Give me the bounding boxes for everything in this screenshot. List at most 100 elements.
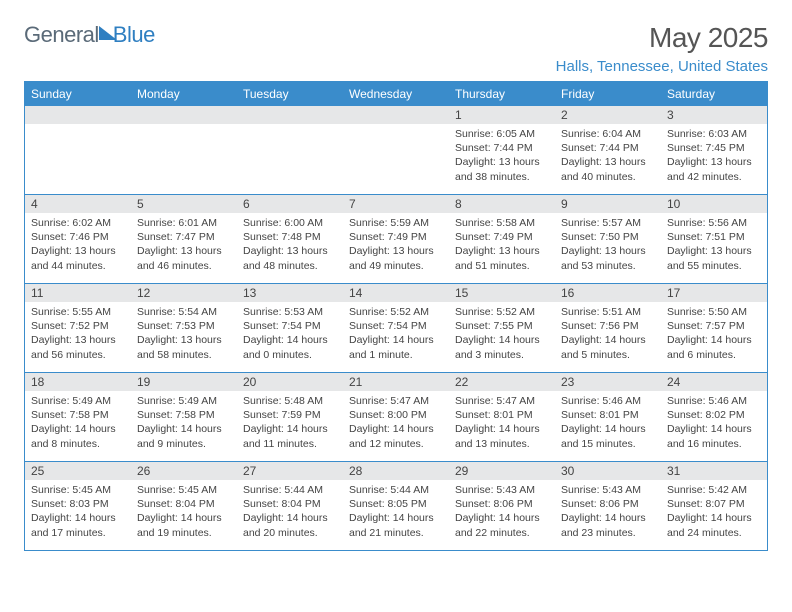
month-title: May 2025: [556, 22, 768, 54]
calendar-cell: 22Sunrise: 5:47 AMSunset: 8:01 PMDayligh…: [449, 373, 555, 461]
calendar-cell: [131, 106, 237, 194]
daylight-text: Daylight: 14 hours and 20 minutes.: [243, 511, 337, 539]
day-details: Sunrise: 5:43 AMSunset: 8:06 PMDaylight:…: [449, 480, 555, 545]
sunset-text: Sunset: 8:06 PM: [455, 497, 549, 511]
calendar-cell: 26Sunrise: 5:45 AMSunset: 8:04 PMDayligh…: [131, 462, 237, 550]
daylight-text: Daylight: 14 hours and 0 minutes.: [243, 333, 337, 361]
daylight-text: Daylight: 14 hours and 24 minutes.: [667, 511, 761, 539]
daylight-text: Daylight: 14 hours and 22 minutes.: [455, 511, 549, 539]
day-number: 16: [555, 284, 661, 302]
sunrise-text: Sunrise: 6:05 AM: [455, 127, 549, 141]
day-number: 12: [131, 284, 237, 302]
sunrise-text: Sunrise: 6:01 AM: [137, 216, 231, 230]
calendar-cell: [237, 106, 343, 194]
sunset-text: Sunset: 7:49 PM: [455, 230, 549, 244]
sunrise-text: Sunrise: 5:50 AM: [667, 305, 761, 319]
calendar-week: 18Sunrise: 5:49 AMSunset: 7:58 PMDayligh…: [25, 373, 767, 462]
calendar-cell: 11Sunrise: 5:55 AMSunset: 7:52 PMDayligh…: [25, 284, 131, 372]
sunrise-text: Sunrise: 5:58 AM: [455, 216, 549, 230]
calendar-cell: 14Sunrise: 5:52 AMSunset: 7:54 PMDayligh…: [343, 284, 449, 372]
day-details: Sunrise: 5:50 AMSunset: 7:57 PMDaylight:…: [661, 302, 767, 367]
sunset-text: Sunset: 7:59 PM: [243, 408, 337, 422]
daylight-text: Daylight: 13 hours and 56 minutes.: [31, 333, 125, 361]
daylight-text: Daylight: 13 hours and 44 minutes.: [31, 244, 125, 272]
daylight-text: Daylight: 14 hours and 11 minutes.: [243, 422, 337, 450]
sunset-text: Sunset: 7:44 PM: [561, 141, 655, 155]
day-number: 17: [661, 284, 767, 302]
day-number: 24: [661, 373, 767, 391]
day-number: 18: [25, 373, 131, 391]
calendar-cell: 6Sunrise: 6:00 AMSunset: 7:48 PMDaylight…: [237, 195, 343, 283]
day-number: 29: [449, 462, 555, 480]
day-number: 25: [25, 462, 131, 480]
day-details: Sunrise: 5:45 AMSunset: 8:03 PMDaylight:…: [25, 480, 131, 545]
calendar-cell: 25Sunrise: 5:45 AMSunset: 8:03 PMDayligh…: [25, 462, 131, 550]
calendar-cell: 24Sunrise: 5:46 AMSunset: 8:02 PMDayligh…: [661, 373, 767, 461]
sunrise-text: Sunrise: 5:54 AM: [137, 305, 231, 319]
day-details: Sunrise: 5:46 AMSunset: 8:01 PMDaylight:…: [555, 391, 661, 456]
calendar-cell: 27Sunrise: 5:44 AMSunset: 8:04 PMDayligh…: [237, 462, 343, 550]
sunset-text: Sunset: 7:58 PM: [31, 408, 125, 422]
day-number: 11: [25, 284, 131, 302]
sunset-text: Sunset: 7:46 PM: [31, 230, 125, 244]
sunset-text: Sunset: 8:02 PM: [667, 408, 761, 422]
daylight-text: Daylight: 14 hours and 5 minutes.: [561, 333, 655, 361]
day-number: 30: [555, 462, 661, 480]
sunset-text: Sunset: 7:48 PM: [243, 230, 337, 244]
sunset-text: Sunset: 7:44 PM: [455, 141, 549, 155]
calendar-cell: 31Sunrise: 5:42 AMSunset: 8:07 PMDayligh…: [661, 462, 767, 550]
day-number: 28: [343, 462, 449, 480]
day-number: [25, 106, 131, 124]
day-details: Sunrise: 5:59 AMSunset: 7:49 PMDaylight:…: [343, 213, 449, 278]
sunset-text: Sunset: 8:07 PM: [667, 497, 761, 511]
sunrise-text: Sunrise: 5:52 AM: [349, 305, 443, 319]
sunrise-text: Sunrise: 5:53 AM: [243, 305, 337, 319]
sunset-text: Sunset: 8:04 PM: [243, 497, 337, 511]
calendar-grid: Sunday Monday Tuesday Wednesday Thursday…: [24, 81, 768, 551]
weeks-container: 1Sunrise: 6:05 AMSunset: 7:44 PMDaylight…: [25, 106, 767, 551]
calendar-cell: 9Sunrise: 5:57 AMSunset: 7:50 PMDaylight…: [555, 195, 661, 283]
calendar-cell: 15Sunrise: 5:52 AMSunset: 7:55 PMDayligh…: [449, 284, 555, 372]
calendar-cell: 17Sunrise: 5:50 AMSunset: 7:57 PMDayligh…: [661, 284, 767, 372]
daylight-text: Daylight: 13 hours and 49 minutes.: [349, 244, 443, 272]
weekday-fri: Friday: [555, 82, 661, 106]
calendar-cell: 1Sunrise: 6:05 AMSunset: 7:44 PMDaylight…: [449, 106, 555, 194]
day-number: 4: [25, 195, 131, 213]
daylight-text: Daylight: 13 hours and 55 minutes.: [667, 244, 761, 272]
calendar-cell: [25, 106, 131, 194]
sunset-text: Sunset: 8:01 PM: [561, 408, 655, 422]
daylight-text: Daylight: 14 hours and 16 minutes.: [667, 422, 761, 450]
sunset-text: Sunset: 8:05 PM: [349, 497, 443, 511]
location-text: Halls, Tennessee, United States: [556, 58, 768, 75]
day-number: 15: [449, 284, 555, 302]
day-details: Sunrise: 5:42 AMSunset: 8:07 PMDaylight:…: [661, 480, 767, 545]
calendar-cell: 4Sunrise: 6:02 AMSunset: 7:46 PMDaylight…: [25, 195, 131, 283]
calendar-cell: 2Sunrise: 6:04 AMSunset: 7:44 PMDaylight…: [555, 106, 661, 194]
calendar-page: General Blue May 2025 Halls, Tennessee, …: [0, 0, 792, 551]
sunrise-text: Sunrise: 5:45 AM: [31, 483, 125, 497]
calendar-cell: 16Sunrise: 5:51 AMSunset: 7:56 PMDayligh…: [555, 284, 661, 372]
sunrise-text: Sunrise: 6:03 AM: [667, 127, 761, 141]
daylight-text: Daylight: 14 hours and 17 minutes.: [31, 511, 125, 539]
weekday-mon: Monday: [131, 82, 237, 106]
daylight-text: Daylight: 14 hours and 3 minutes.: [455, 333, 549, 361]
weekday-wed: Wednesday: [343, 82, 449, 106]
day-details: Sunrise: 6:03 AMSunset: 7:45 PMDaylight:…: [661, 124, 767, 189]
sunrise-text: Sunrise: 5:43 AM: [455, 483, 549, 497]
sunrise-text: Sunrise: 5:43 AM: [561, 483, 655, 497]
day-number: 6: [237, 195, 343, 213]
day-number: 2: [555, 106, 661, 124]
day-details: Sunrise: 6:01 AMSunset: 7:47 PMDaylight:…: [131, 213, 237, 278]
sunrise-text: Sunrise: 5:45 AM: [137, 483, 231, 497]
daylight-text: Daylight: 14 hours and 1 minute.: [349, 333, 443, 361]
day-details: Sunrise: 5:58 AMSunset: 7:49 PMDaylight:…: [449, 213, 555, 278]
calendar-week: 11Sunrise: 5:55 AMSunset: 7:52 PMDayligh…: [25, 284, 767, 373]
sunset-text: Sunset: 7:49 PM: [349, 230, 443, 244]
daylight-text: Daylight: 14 hours and 23 minutes.: [561, 511, 655, 539]
calendar-cell: 29Sunrise: 5:43 AMSunset: 8:06 PMDayligh…: [449, 462, 555, 550]
calendar-cell: 23Sunrise: 5:46 AMSunset: 8:01 PMDayligh…: [555, 373, 661, 461]
calendar-week: 1Sunrise: 6:05 AMSunset: 7:44 PMDaylight…: [25, 106, 767, 195]
daylight-text: Daylight: 14 hours and 12 minutes.: [349, 422, 443, 450]
sunset-text: Sunset: 7:56 PM: [561, 319, 655, 333]
sunset-text: Sunset: 8:06 PM: [561, 497, 655, 511]
